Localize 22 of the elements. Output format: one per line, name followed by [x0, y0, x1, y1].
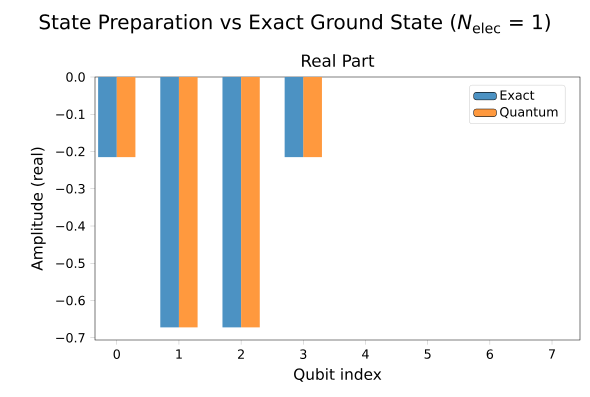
y-tick-label: −0.5 [56, 258, 85, 268]
y-axis-title: Amplitude (real) [30, 148, 46, 271]
y-tick-label: −0.1 [56, 109, 84, 120]
legend-label: Quantum [500, 107, 558, 118]
chart-title: State Preparation vs Exact Ground State (N$_{elec}$ = 1) [40, 14, 550, 34]
x-axis-title: Qubit index [294, 368, 382, 382]
x-tick-label: 0 [114, 349, 120, 359]
x-tick-label: 2 [238, 349, 244, 359]
y-tick-label: −0.3 [56, 184, 85, 194]
x-tick-label: 4 [362, 349, 369, 359]
y-tick-label: −0.2 [56, 146, 84, 156]
x-tick-label: 1 [176, 349, 182, 359]
x-tick-label: 6 [486, 349, 494, 359]
x-tick-label: 7 [549, 349, 555, 359]
chart-subtitle: Real Part [302, 54, 374, 67]
y-tick-label: −0.4 [56, 221, 85, 231]
y-tick-label: 0.0 [66, 72, 85, 82]
legend-label: Exact [500, 90, 534, 100]
y-tick-label: −0.6 [56, 296, 85, 306]
x-tick-label: 5 [424, 349, 431, 359]
y-tick-label: −0.7 [56, 332, 85, 343]
x-tick-label: 3 [300, 349, 306, 359]
